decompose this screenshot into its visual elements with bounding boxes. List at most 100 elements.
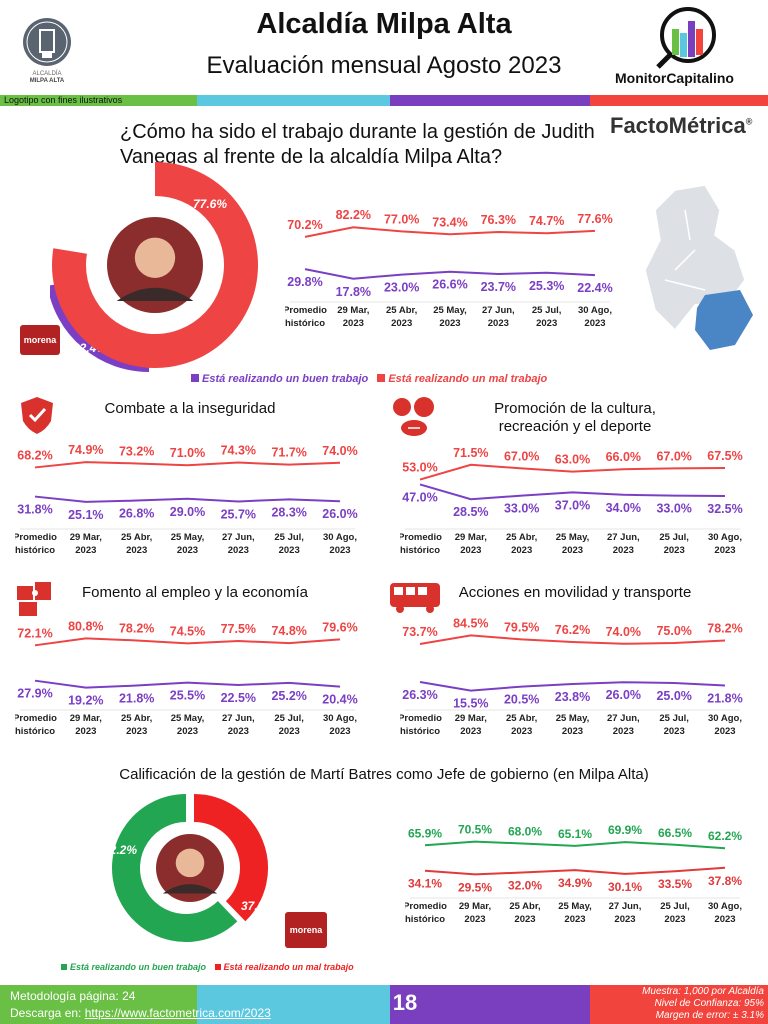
x-tick-label: 25 Jul, 2023 bbox=[274, 532, 304, 556]
data-label: 66.5% bbox=[658, 826, 692, 840]
sample-size: Muestra: 1,000 por Alcaldía bbox=[642, 986, 764, 997]
data-label: 32.5% bbox=[707, 502, 742, 516]
legend-good-label: Está realizando un buen trabajo bbox=[202, 373, 369, 385]
data-label: 66.0% bbox=[606, 450, 641, 464]
data-label: 68.0% bbox=[508, 825, 542, 839]
x-tick-label: 29 Mar, 2023 bbox=[70, 532, 102, 556]
x-tick-label: 25 Abr, 2023 bbox=[509, 901, 540, 925]
x-tick-label: 25 May, 2023 bbox=[171, 532, 205, 556]
legend-bad-label: Está realizando un mal trabajo bbox=[223, 962, 354, 972]
sports-balls-icon bbox=[393, 397, 434, 436]
x-tick-label: 30 Ago, 2023 bbox=[323, 532, 357, 556]
series-line bbox=[34, 637, 341, 647]
x-tick-label: 27 Jun, 2023 bbox=[222, 532, 255, 556]
morena-badge: morena bbox=[20, 325, 60, 355]
portrait-face bbox=[175, 848, 205, 878]
x-tick-label: 27 Jun, 2023 bbox=[609, 901, 642, 925]
data-label: 34.9% bbox=[558, 876, 592, 890]
x-tick-label: 29 Mar, 2023 bbox=[70, 713, 102, 737]
legend-section3: Está realizando un buen trabajo Está rea… bbox=[55, 962, 354, 972]
data-label: 25.5% bbox=[170, 689, 205, 703]
data-label: 25.0% bbox=[656, 689, 691, 703]
data-label: 62.2% bbox=[708, 829, 742, 843]
x-tick-label: 25 Jul, 2023 bbox=[659, 532, 689, 556]
donut-slice bbox=[112, 794, 238, 942]
data-label: 82.2% bbox=[336, 208, 371, 222]
data-label: 26.0% bbox=[606, 688, 641, 702]
x-tick-label: Promedio histórico bbox=[400, 713, 442, 737]
data-label: 65.9% bbox=[408, 826, 442, 840]
data-label: 84.5% bbox=[453, 616, 488, 630]
series-line bbox=[424, 866, 726, 876]
chart-title-movilidad: Acciones en movilidad y transporte bbox=[458, 584, 692, 601]
x-tick-label: 25 Abr, 2023 bbox=[121, 532, 152, 556]
data-label: 72.1% bbox=[17, 626, 52, 640]
data-label: 67.5% bbox=[707, 449, 742, 463]
data-label: 26.8% bbox=[119, 507, 154, 521]
data-label: 23.8% bbox=[555, 690, 590, 704]
x-tick-label: 30 Ago, 2023 bbox=[708, 713, 742, 737]
data-label: 63.0% bbox=[555, 453, 590, 467]
data-label: 47.0% bbox=[402, 490, 437, 504]
confidence-level: Nivel de Confianza: 95% bbox=[654, 998, 764, 1009]
data-label: 77.6% bbox=[577, 212, 612, 226]
data-label: 74.0% bbox=[322, 444, 357, 458]
data-label: 15.5% bbox=[453, 697, 488, 711]
footer-purple bbox=[390, 985, 590, 1024]
registered-mark: ® bbox=[745, 116, 753, 127]
series-line bbox=[304, 226, 596, 238]
data-label: 29.8% bbox=[287, 275, 322, 289]
legend-good-swatch bbox=[61, 964, 67, 970]
band-red bbox=[590, 95, 768, 106]
morena-badge-2: morena bbox=[285, 912, 327, 948]
data-label: 26.0% bbox=[322, 507, 357, 521]
portrait-face bbox=[134, 237, 176, 278]
data-label: 77.5% bbox=[221, 622, 256, 636]
data-label: 68.2% bbox=[17, 448, 52, 462]
series-line bbox=[304, 268, 596, 280]
cdmx-map-icon bbox=[644, 184, 753, 350]
page-title: Alcaldía Milpa Alta bbox=[256, 8, 512, 40]
x-tick-label: 25 Abr, 2023 bbox=[386, 305, 417, 329]
band-green bbox=[0, 95, 197, 106]
margin-of-error: Margen de error: ± 3.1% bbox=[655, 1010, 764, 1021]
batres-line-chart: 65.9% 70.5% 68.0% 65.1% 69.9% 66.5% 62.2% 34.1%… bbox=[405, 823, 742, 925]
x-tick-label: 30 Ago, 2023 bbox=[323, 713, 357, 737]
data-label: 67.0% bbox=[656, 449, 691, 463]
slice-label: 37.8% bbox=[241, 899, 275, 913]
download-link[interactable]: https://www.factometrica.com/2023 bbox=[84, 1006, 271, 1020]
batres-donut-chart: 62.2% 37.8% bbox=[103, 794, 275, 942]
data-label: 53.0% bbox=[402, 461, 437, 475]
data-label: 33.0% bbox=[504, 502, 539, 516]
legend-good-label: Está realizando un buen trabajo bbox=[70, 962, 207, 972]
data-label: 70.2% bbox=[287, 218, 322, 232]
empleo-line-chart: 72.1% 80.8% 78.2% 74.5% 77.5% 74.8% 79.6% 27.9%… bbox=[15, 619, 358, 737]
series-line bbox=[34, 495, 341, 503]
data-label: 69.9% bbox=[608, 823, 642, 837]
x-tick-label: 25 May, 2023 bbox=[171, 713, 205, 737]
bus-icon bbox=[390, 583, 440, 613]
x-tick-label: 25 Jul, 2023 bbox=[532, 305, 562, 329]
x-tick-label: 27 Jun, 2023 bbox=[222, 713, 255, 737]
chart-title-inseguridad: Combate a la inseguridad bbox=[104, 400, 276, 417]
data-label: 28.5% bbox=[453, 505, 488, 519]
x-tick-label: 27 Jun, 2023 bbox=[482, 305, 515, 329]
data-label: 78.2% bbox=[707, 621, 742, 635]
factometrica-logo: FactoMétrica® bbox=[610, 113, 752, 139]
data-label: 25.7% bbox=[221, 507, 256, 521]
data-label: 31.8% bbox=[17, 503, 52, 517]
portrait-shoulders bbox=[116, 287, 194, 301]
x-tick-label: Promedio histórico bbox=[15, 713, 57, 737]
x-tick-label: 25 Jul, 2023 bbox=[274, 713, 304, 737]
alcaldia-logo: ALCALDÍA MILPA ALTA bbox=[22, 12, 72, 92]
series-line bbox=[419, 634, 726, 646]
x-tick-label: 29 Mar, 2023 bbox=[459, 901, 491, 925]
monitor-capitalino-text: MonitorCapitalino bbox=[615, 70, 734, 86]
shield-icon bbox=[21, 397, 53, 434]
x-tick-label: 25 Jul, 2023 bbox=[659, 713, 689, 737]
brand-name: FactoMétrica bbox=[610, 113, 746, 138]
slice-label: 77.6% bbox=[193, 197, 227, 211]
data-label: 32.0% bbox=[508, 878, 542, 892]
x-tick-label: 25 Jul, 2023 bbox=[660, 901, 690, 925]
survey-info: Muestra: 1,000 por Alcaldía Nivel de Con… bbox=[642, 986, 764, 1022]
